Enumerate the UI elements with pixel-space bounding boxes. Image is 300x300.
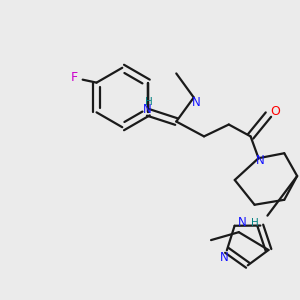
Text: H: H xyxy=(145,98,153,107)
Text: N: N xyxy=(238,216,247,229)
Text: H: H xyxy=(250,218,258,228)
Text: N: N xyxy=(192,96,201,109)
Text: N: N xyxy=(143,103,152,116)
Text: O: O xyxy=(270,105,280,118)
Text: N: N xyxy=(256,154,265,167)
Text: F: F xyxy=(71,71,78,84)
Text: N: N xyxy=(220,251,228,264)
